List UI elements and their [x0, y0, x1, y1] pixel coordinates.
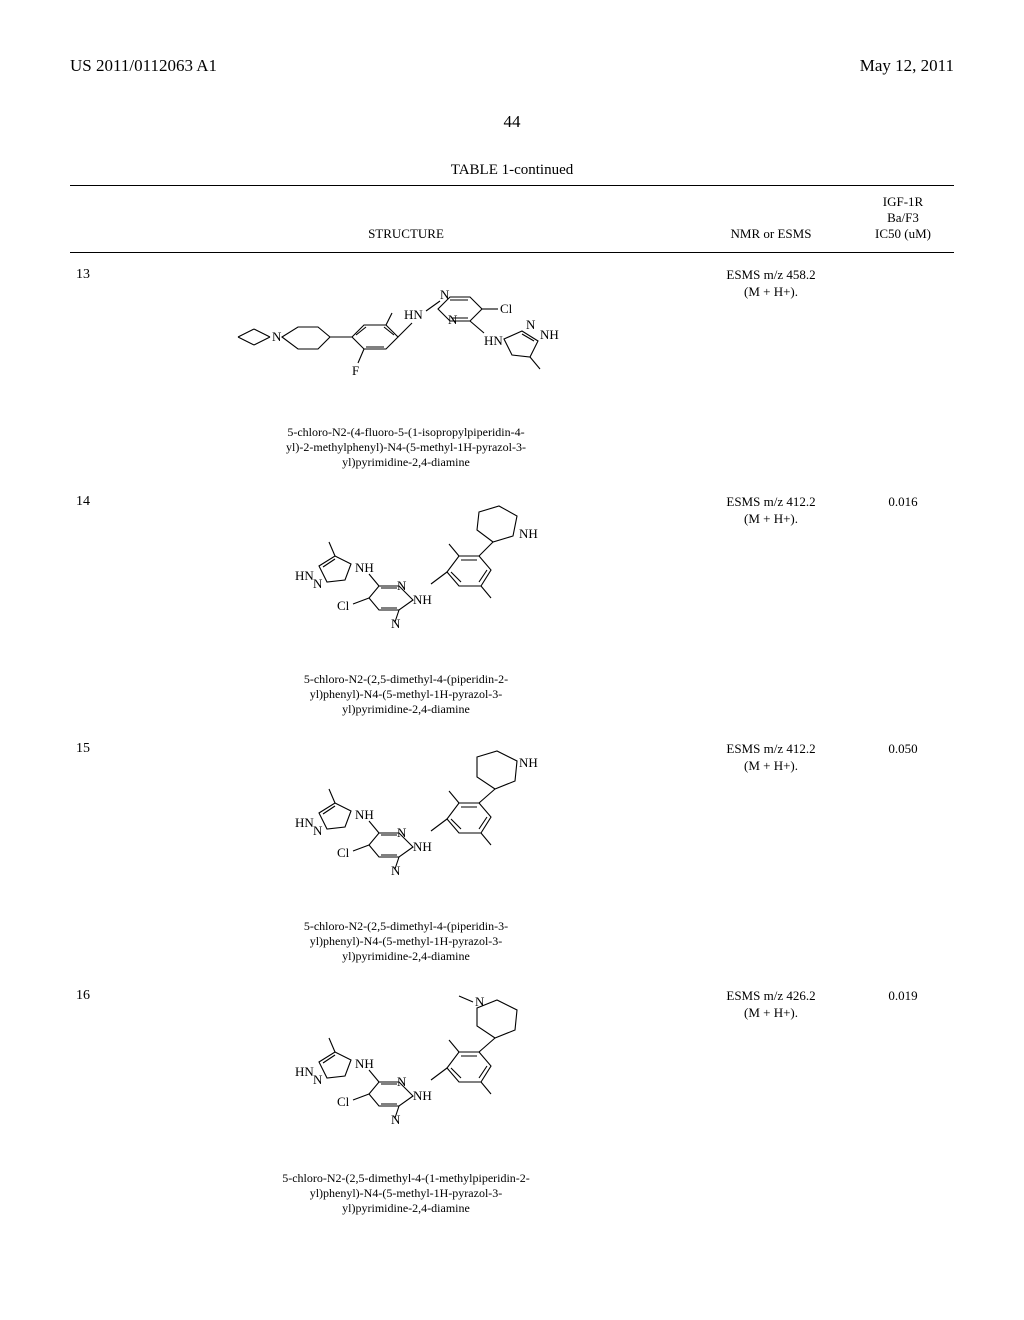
svg-text:NH: NH	[519, 755, 538, 770]
molecule-svg: NH NH	[241, 494, 571, 664]
page-header: US 2011/0112063 A1 May 12, 2011	[70, 56, 954, 76]
row-structure: N F	[122, 253, 690, 481]
compound-name: 5-chloro-N2-(2,5-dimethyl-4-(1-methylpip…	[241, 1171, 571, 1216]
svg-text:NH: NH	[413, 839, 432, 854]
compound-name: 5-chloro-N2-(4-fluoro-5-(1-isopropylpipe…	[236, 425, 576, 470]
row-structure: NH NH	[122, 480, 690, 727]
col-index	[70, 186, 122, 253]
molecule-svg: N F	[226, 267, 586, 417]
compound-table: STRUCTURE NMR or ESMS IGF-1R Ba/F3 IC50 …	[70, 185, 954, 1226]
svg-text:N: N	[448, 312, 458, 327]
svg-text:NH: NH	[540, 327, 559, 342]
svg-text:N: N	[526, 317, 536, 332]
svg-text:N: N	[397, 578, 407, 593]
ic50-hdr-l3: IC50 (uM)	[875, 226, 931, 241]
svg-text:HN: HN	[295, 568, 314, 583]
page-number: 44	[70, 112, 954, 132]
row-index: 15	[70, 727, 122, 974]
svg-text:N: N	[313, 576, 323, 591]
table-row: 16 N	[70, 974, 954, 1226]
svg-text:HN: HN	[295, 815, 314, 830]
svg-text:HN: HN	[404, 307, 423, 322]
header-left: US 2011/0112063 A1	[70, 56, 217, 76]
table-row: 15 NH	[70, 727, 954, 974]
molecule-svg: NH NH	[241, 741, 571, 911]
table-row: 13 N	[70, 253, 954, 481]
row-ic50: 0.019	[852, 974, 954, 1226]
row-nmr: ESMS m/z 426.2 (M + H+).	[690, 974, 852, 1226]
col-ic50: IGF-1R Ba/F3 IC50 (uM)	[852, 186, 954, 253]
svg-text:NH: NH	[355, 560, 374, 575]
svg-text:F: F	[352, 363, 359, 378]
row-structure: N NH	[122, 974, 690, 1226]
row-ic50: 0.016	[852, 480, 954, 727]
svg-text:NH: NH	[413, 592, 432, 607]
table-header-row: STRUCTURE NMR or ESMS IGF-1R Ba/F3 IC50 …	[70, 186, 954, 253]
svg-text:NH: NH	[355, 1056, 374, 1071]
svg-text:Cl: Cl	[337, 845, 350, 860]
row-ic50	[852, 253, 954, 481]
row-structure: NH NH	[122, 727, 690, 974]
row-index: 14	[70, 480, 122, 727]
col-nmr: NMR or ESMS	[690, 186, 852, 253]
row-nmr: ESMS m/z 412.2 (M + H+).	[690, 480, 852, 727]
svg-text:N: N	[272, 329, 282, 344]
svg-text:N: N	[397, 825, 407, 840]
svg-text:NH: NH	[355, 807, 374, 822]
molecule-svg: N NH	[241, 988, 571, 1163]
svg-text:NH: NH	[413, 1088, 432, 1103]
svg-text:NH: NH	[519, 526, 538, 541]
svg-text:Cl: Cl	[337, 598, 350, 613]
row-index: 13	[70, 253, 122, 481]
svg-text:N: N	[397, 1074, 407, 1089]
header-right: May 12, 2011	[860, 56, 954, 76]
patent-page: US 2011/0112063 A1 May 12, 2011 44 TABLE…	[0, 0, 1024, 1320]
svg-text:N: N	[440, 287, 450, 302]
row-nmr: ESMS m/z 458.2 (M + H+).	[690, 253, 852, 481]
col-structure: STRUCTURE	[122, 186, 690, 253]
ic50-hdr-l2: Ba/F3	[887, 210, 919, 225]
ic50-hdr-l1: IGF-1R	[883, 194, 923, 209]
svg-text:Cl: Cl	[337, 1094, 350, 1109]
svg-text:Cl: Cl	[500, 301, 513, 316]
row-nmr: ESMS m/z 412.2 (M + H+).	[690, 727, 852, 974]
table-title: TABLE 1-continued	[70, 162, 954, 179]
compound-name: 5-chloro-N2-(2,5-dimethyl-4-(piperidin-3…	[241, 919, 571, 964]
svg-text:N: N	[313, 823, 323, 838]
table-row: 14 NH	[70, 480, 954, 727]
svg-text:HN: HN	[295, 1064, 314, 1079]
row-ic50: 0.050	[852, 727, 954, 974]
svg-text:N: N	[313, 1072, 323, 1087]
svg-text:HN: HN	[484, 333, 503, 348]
row-index: 16	[70, 974, 122, 1226]
compound-name: 5-chloro-N2-(2,5-dimethyl-4-(piperidin-2…	[241, 672, 571, 717]
svg-text:N: N	[475, 994, 485, 1009]
